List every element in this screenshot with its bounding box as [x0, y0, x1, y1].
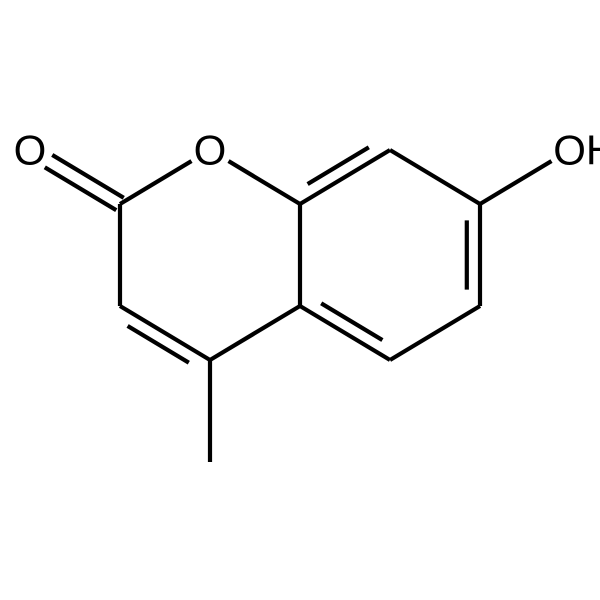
atom-label: OH	[553, 127, 600, 174]
atom-label: O	[194, 127, 227, 174]
molecule-diagram: O OH O	[0, 0, 600, 600]
atom-label: O	[14, 127, 47, 174]
